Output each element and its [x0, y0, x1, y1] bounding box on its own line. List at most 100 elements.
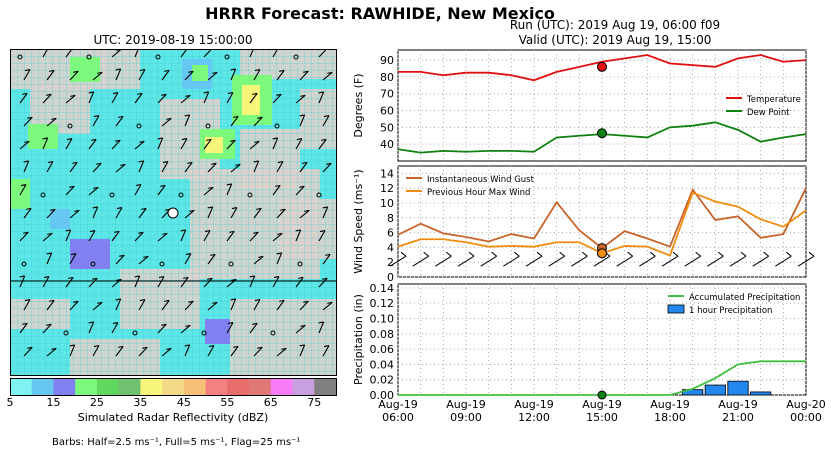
precip-bar — [727, 380, 749, 396]
wind-barb-feather — [88, 91, 94, 94]
wind-barb-feather — [183, 276, 189, 279]
wind-barb-feather — [536, 251, 543, 257]
wind-barb — [42, 93, 52, 104]
calm-wind-marker — [17, 54, 23, 60]
data-point — [597, 248, 607, 259]
wind-barb-feather — [112, 322, 119, 325]
y-tick-label: 0.02 — [370, 374, 395, 387]
wind-barb — [134, 275, 141, 288]
wind-barb — [272, 276, 280, 288]
wind-barb — [111, 231, 120, 242]
wind-barb-feather — [252, 92, 258, 95]
colorbar-tick-label: 35 — [133, 396, 148, 409]
wind-barb-feather — [161, 93, 167, 96]
wind-barb-feather — [254, 140, 260, 143]
wind-barb — [69, 70, 79, 81]
wind-barb — [180, 324, 191, 334]
wind-barb-feather — [96, 162, 102, 165]
wind-barb — [299, 209, 310, 219]
colorbar-cell — [96, 378, 119, 396]
colorbar-cell — [53, 378, 76, 396]
wind-barb — [46, 252, 53, 265]
wind-barb-feather — [227, 92, 234, 95]
wind-barb — [115, 254, 125, 265]
wind-barb-feather — [43, 276, 50, 279]
wind-barb — [92, 162, 102, 173]
wind-barb — [729, 255, 747, 267]
wind-barb — [272, 185, 281, 196]
y-tick-label: 70 — [380, 88, 394, 101]
wind-barb — [134, 184, 142, 196]
wind-barb — [69, 253, 77, 265]
wind-barb — [230, 207, 238, 219]
wind-barb-feather — [208, 186, 214, 189]
wind-barb — [115, 68, 122, 81]
wind-barb-feather — [319, 230, 326, 233]
wind-barb-feather — [272, 137, 278, 140]
wind-barb — [299, 70, 309, 81]
wind-barb — [276, 70, 285, 81]
y-tick-label: 90 — [380, 54, 394, 67]
wind-barb-feather — [161, 323, 167, 326]
wind-barb — [19, 323, 28, 334]
wind-barb-feather — [138, 231, 144, 234]
wind-barb-feather — [279, 299, 285, 302]
x-tick-label: 21:00 — [722, 411, 754, 424]
calm-wind-marker — [136, 123, 142, 129]
x-tick-label: 12:00 — [518, 411, 550, 424]
wind-barb — [276, 300, 285, 311]
wind-barb — [88, 186, 99, 196]
wind-barb-feather — [304, 209, 310, 212]
wind-barb-feather — [160, 184, 166, 187]
wind-barb-feather — [321, 138, 327, 141]
legend-entry: 1 hour Precipitation — [689, 306, 772, 316]
wind-barb-feather — [166, 117, 172, 120]
wind-barb — [322, 206, 329, 219]
wind-barb — [249, 49, 254, 58]
wind-barb — [42, 232, 53, 242]
wind-barb-feather — [327, 301, 333, 304]
wind-barb-feather — [423, 251, 429, 257]
wind-barb — [322, 162, 332, 173]
wind-barb-feather — [322, 206, 328, 209]
wind-barb-feather — [116, 278, 122, 281]
wind-barb — [226, 231, 235, 242]
wind-barb — [503, 255, 520, 267]
wind-barb — [639, 255, 656, 267]
wind-barb-feather — [91, 138, 97, 141]
wind-barb — [230, 298, 237, 311]
y-tick-label: 12 — [380, 182, 394, 195]
wind-barb-feather — [22, 92, 28, 95]
wind-barb-feather — [582, 251, 588, 257]
wind-barb-feather — [143, 255, 149, 258]
wind-barb-feather — [22, 322, 28, 325]
wind-barb-feather — [187, 161, 193, 164]
wind-barb-feather — [97, 71, 103, 74]
wind-barb — [161, 347, 172, 357]
y-tick-label: 0 — [387, 271, 394, 284]
y-axis-label: Precipitation (in) — [352, 294, 365, 385]
wind-barb — [65, 49, 73, 58]
wind-barb — [46, 347, 57, 357]
y-tick-label: 0.12 — [370, 297, 395, 310]
wind-barb-feather — [24, 299, 31, 302]
calm-wind-marker — [86, 54, 92, 60]
wind-barb-feather — [189, 209, 195, 212]
wind-barb — [253, 346, 263, 357]
station-location-marker[interactable] — [167, 207, 179, 219]
wind-barb — [161, 300, 170, 311]
wind-barb-feather — [786, 251, 792, 257]
wind-barb — [295, 94, 306, 104]
wind-barb-feather — [279, 69, 285, 72]
wind-barb-feather — [112, 92, 119, 95]
wind-barb — [88, 139, 97, 150]
wind-barb — [226, 139, 236, 150]
x-tick-label: 18:00 — [654, 411, 686, 424]
wind-barb — [207, 345, 215, 357]
legend-entry: Instantaneous Wind Gust — [427, 175, 535, 185]
data-point — [597, 128, 607, 139]
wind-barb — [115, 207, 123, 219]
wind-barb-feather — [254, 299, 261, 302]
calm-wind-marker — [109, 192, 115, 198]
wind-barb — [203, 139, 212, 150]
